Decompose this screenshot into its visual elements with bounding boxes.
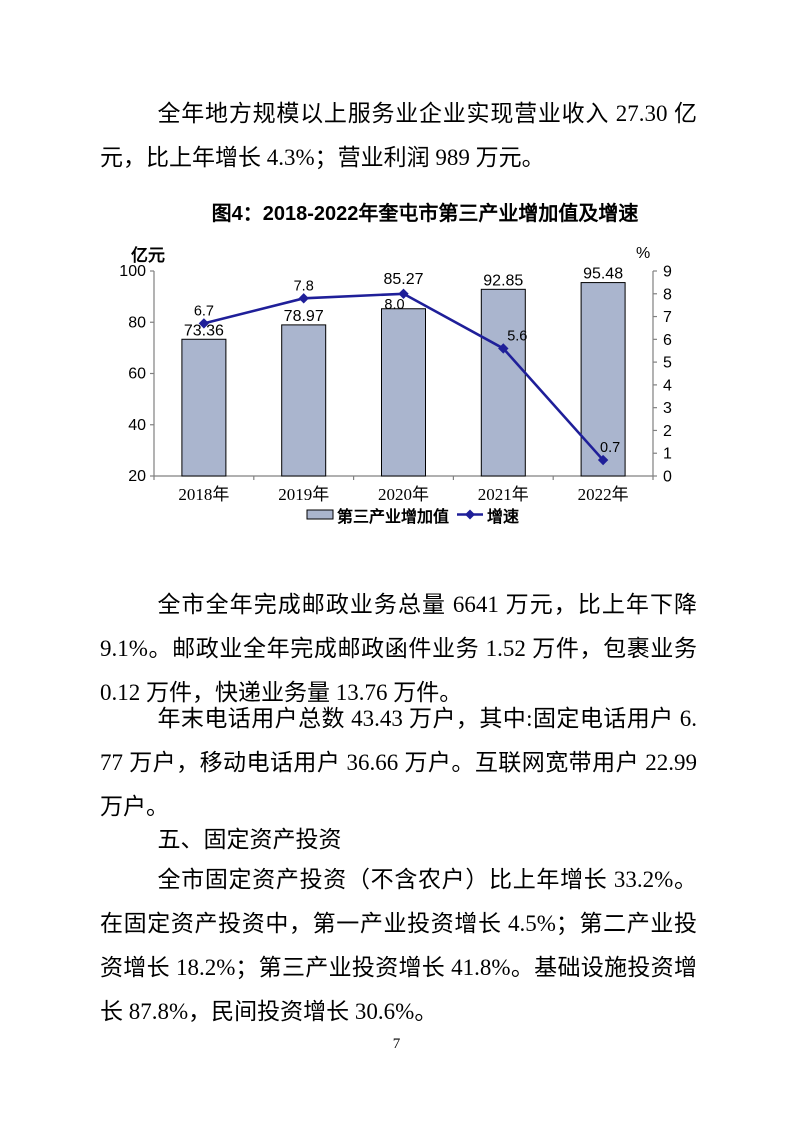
right-axis-tick-label: 5 [663, 355, 672, 372]
left-axis-tick-label: 20 [128, 468, 146, 485]
line-value-label: 7.8 [294, 278, 314, 294]
paragraph-service-revenue: 全年地方规模以上服务业企业实现营业收入 27.30 亿元，比上年增长 4.3%；… [100, 101, 697, 170]
chart-title: 图4：2018-2022年奎屯市第三产业增加值及增速 [211, 203, 639, 225]
bar-2021年 [480, 288, 526, 477]
category-label: 2022年 [578, 485, 629, 504]
growth-marker-2020年 [398, 288, 409, 299]
bar-value-label: 85.27 [383, 271, 423, 288]
category-label: 2020年 [378, 485, 429, 504]
left-axis-tick-label: 80 [128, 314, 146, 331]
right-axis-tick-label: 6 [663, 332, 672, 349]
line-value-label: 5.6 [507, 328, 527, 344]
growth-marker-2019年 [298, 293, 309, 304]
growth-marker-2018年 [198, 318, 210, 329]
right-axis-tick-label: 4 [663, 377, 672, 394]
left-axis-tick-label: 60 [128, 366, 146, 383]
line-value-label: 8.0 [384, 297, 404, 313]
bar-value-label: 95.48 [583, 266, 623, 283]
legend-line-label: 增速 [487, 507, 519, 526]
right-axis-tick-label: 9 [663, 264, 672, 281]
paragraph-investment: 全市固定资产投资（不含农户）比上年增长 33.2%。在固定资产投资中，第一产业投… [100, 867, 697, 1024]
right-axis-tick-label: 0 [663, 469, 672, 486]
paragraph-telephone: 年末电话用户总数 43.43 万户，其中:固定电话用户 6.77 万户，移动电话… [100, 706, 697, 819]
growth-marker-2021年 [498, 343, 509, 354]
category-label: 2019年 [278, 485, 329, 504]
bar-2018年 [181, 338, 227, 477]
left-axis-unit-label: 亿元 [131, 245, 165, 265]
bar-2020年 [381, 308, 426, 477]
bar-value-label: 92.85 [483, 272, 523, 289]
line-value-label: 0.7 [600, 440, 620, 456]
right-axis-tick-label: 7 [663, 309, 672, 326]
line-value-label: 6.7 [194, 303, 214, 319]
bar-value-label: 73.36 [184, 322, 224, 339]
combo-chart-svg: 100 80 60 40 20 9 8 7 6 5 4 3 2 1 0 亿元 % 2018年 2019年 2020年 2… [119, 245, 672, 526]
left-axis-tick-label: 100 [119, 263, 146, 280]
category-label: 2021年 [478, 485, 529, 504]
right-axis-tick-label: 8 [663, 286, 672, 303]
bar-2019年 [281, 324, 327, 477]
left-axis-tick-label: 40 [128, 417, 146, 434]
category-label: 2018年 [178, 485, 229, 504]
right-axis-tick-label: 2 [663, 423, 672, 440]
section-heading-investment: 五、固定资产投资 [157, 827, 342, 852]
legend-line-marker [465, 509, 475, 520]
legend-bar-label: 第三产业增加值 [337, 507, 449, 526]
legend-bar-swatch [306, 509, 334, 520]
paragraph-postal: 全市全年完成邮政业务总量 6641 万元，比上年下降 9.1%。邮政业全年完成邮… [100, 592, 697, 705]
bar-value-label: 78.97 [284, 308, 324, 325]
growth-marker-2022年 [597, 454, 609, 466]
right-axis-unit-label: % [636, 245, 650, 262]
chart-figure: 100 80 60 40 20 9 8 7 6 5 4 3 2 1 0 亿元% 2018年 2019年 2020年 2… [105, 240, 695, 540]
page-number: 7 [392, 1036, 401, 1052]
right-axis-tick-label: 1 [663, 446, 672, 463]
right-axis-tick-label: 3 [663, 400, 672, 417]
